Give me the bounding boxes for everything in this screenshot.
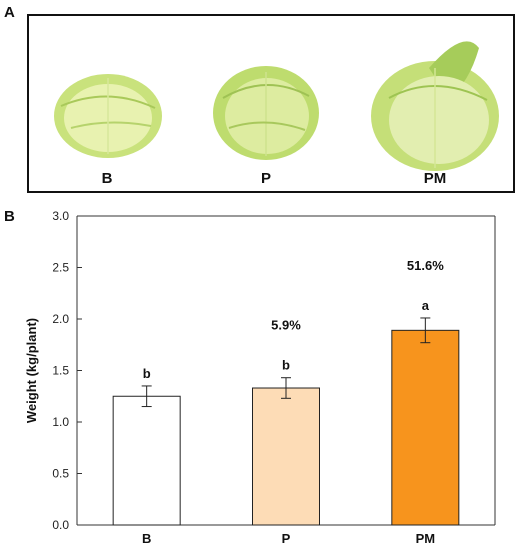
photo-label-p: P [260,170,271,187]
cabbage-p-image [213,66,319,160]
y-axis-title: Weight (kg/plant) [24,318,39,423]
cabbage-pm-image [371,41,499,171]
weight-bar-chart: 0.0 0.5 1.0 1.5 2.0 2.5 3.0 Weight (kg/plant) b B… [24,209,496,546]
y-tick-label: 1.5 [52,364,69,378]
x-tick-label: P [282,531,291,546]
significance-letter: b [282,358,290,373]
y-tick-label: 0.5 [52,467,69,481]
x-tick-label: B [142,531,151,546]
panel-label-b: B [4,208,15,225]
significance-letter: b [143,366,151,381]
significance-letter: a [422,298,430,313]
y-tick-label: 1.0 [52,415,69,429]
increase-label: 51.6% [407,258,444,273]
increase-label: 5.9% [271,318,301,333]
y-tick-label: 3.0 [52,209,69,223]
bar-b [112,395,181,526]
photo-label-pm: PM [423,170,447,187]
y-tick-label: 2.0 [52,312,69,326]
cabbage-b-image [54,74,162,158]
bar-p [252,387,320,526]
y-tick-label: 0.0 [52,518,69,532]
panel-label-a: A [4,4,15,21]
bar-pm [391,329,460,526]
photo-panel: B P PM [27,14,515,193]
photo-label-b: B [101,170,113,187]
x-tick-label: PM [416,531,436,546]
y-tick-label: 2.5 [52,261,69,275]
